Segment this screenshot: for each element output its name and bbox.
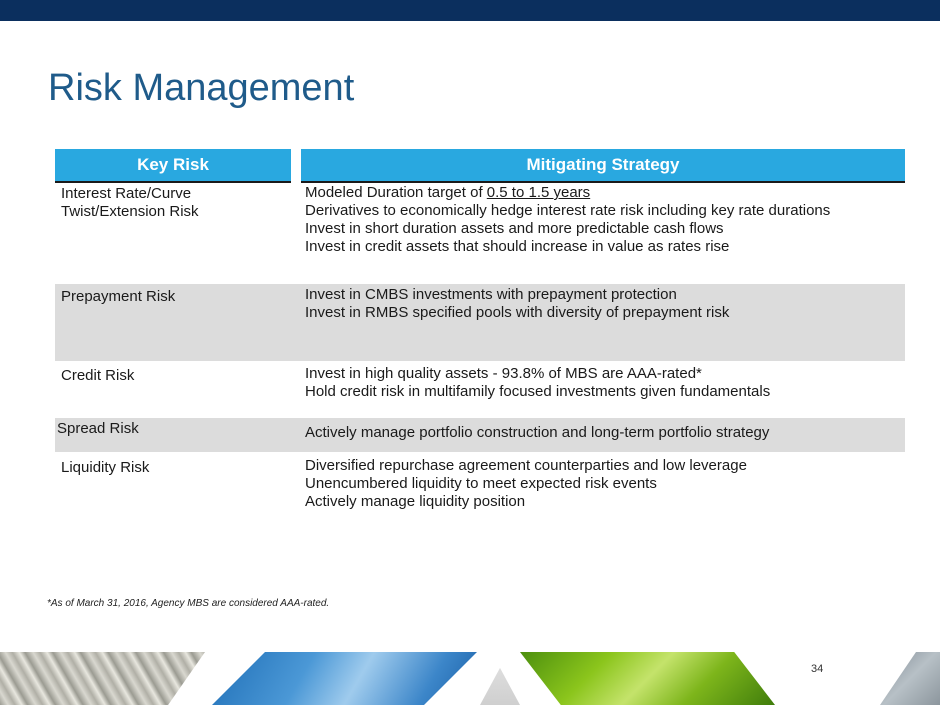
strategy-line: Modeled Duration target of 0.5 to 1.5 ye…	[305, 184, 591, 201]
header-underline-key	[55, 181, 291, 183]
strategy-cell: Modeled Duration target of 0.5 to 1.5 ye…	[305, 184, 830, 256]
divider-triangle	[480, 667, 520, 705]
strategy-line: Derivatives to economically hedge intere…	[305, 202, 831, 219]
rope-photo	[0, 652, 205, 705]
risk-label: Spread Risk	[57, 420, 139, 437]
strategy-line: Hold credit risk in multifamily focused …	[305, 383, 771, 400]
corner-photo	[880, 652, 940, 705]
strategy-line: Diversified repurchase agreement counter…	[305, 457, 747, 474]
top-banner	[0, 0, 940, 21]
risk-label: Interest Rate/Curve	[61, 185, 192, 202]
table-row: Spread Risk	[57, 420, 139, 438]
strategy-line: Actively manage liquidity position	[305, 493, 526, 510]
header-mitigating-strategy: Mitigating Strategy	[301, 149, 905, 181]
footnote: *As of March 31, 2016, Agency MBS are co…	[47, 598, 330, 609]
strategy-line: Invest in credit assets that should incr…	[305, 238, 730, 255]
strategy-line: Actively manage portfolio construction a…	[305, 424, 770, 441]
strategy-cell: Actively manage portfolio construction a…	[305, 424, 769, 442]
header-underline-strategy	[301, 181, 905, 183]
duration-target: 0.5 to 1.5 years	[486, 184, 591, 201]
strategy-line: Invest in high quality assets - 93.8% of…	[305, 365, 702, 382]
leaf-photo	[520, 652, 775, 705]
header-key-risk: Key Risk	[55, 149, 291, 181]
row-shade-prepayment	[55, 284, 905, 361]
risk-label: Twist/Extension Risk	[61, 203, 199, 220]
table-row: Liquidity Risk	[61, 459, 149, 477]
table-row: Credit Risk	[61, 367, 134, 385]
risk-label: Prepayment Risk	[61, 288, 176, 305]
strategy-cell: Diversified repurchase agreement counter…	[305, 457, 747, 511]
row-divider	[55, 361, 905, 362]
strategy-line: Invest in short duration assets and more…	[305, 220, 724, 237]
strategy-cell: Invest in high quality assets - 93.8% of…	[305, 365, 770, 401]
risk-label: Liquidity Risk	[61, 459, 150, 476]
row-shade-spread	[55, 418, 905, 452]
strategy-cell: Invest in CMBS investments with prepayme…	[305, 286, 729, 322]
strategy-line: Invest in RMBS specified pools with dive…	[305, 304, 730, 321]
risk-label: Credit Risk	[61, 367, 135, 384]
page-number: 34	[811, 663, 824, 675]
sky-photo	[212, 652, 477, 705]
table-row: Prepayment Risk	[61, 288, 175, 306]
slide-title: Risk Management	[48, 67, 355, 109]
strategy-line: Unencumbered liquidity to meet expected …	[305, 475, 657, 492]
strategy-line: Invest in CMBS investments with prepayme…	[305, 286, 677, 303]
table-row: Interest Rate/Curve Twist/Extension Risk	[61, 185, 199, 221]
